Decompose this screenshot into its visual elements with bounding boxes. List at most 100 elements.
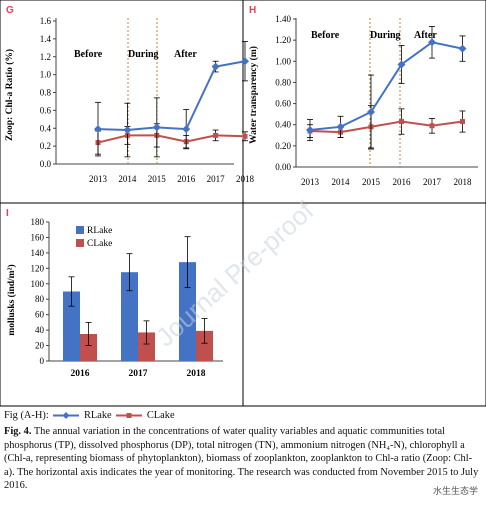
- rlake-point: [241, 57, 249, 66]
- ytick-label: 0.0: [40, 159, 52, 169]
- panel-g: G Zoop: Chl-a Ratio (%) 0.0 0.2 0.4 0.6 0.8 1…: [4, 5, 255, 184]
- ytick-label: 0.6: [40, 105, 52, 115]
- xtick-label: 2016: [393, 177, 412, 187]
- xtick-label: 2015: [362, 177, 381, 187]
- ytick-label: 40: [35, 325, 45, 335]
- ytick-label: 1.6: [40, 16, 52, 26]
- ytick-label: 1.2: [40, 52, 51, 62]
- xtick-label: 2013: [301, 177, 320, 187]
- wechat-watermark: 水生生态学: [432, 487, 478, 497]
- ytick-label: 160: [31, 232, 45, 242]
- panel-g-yticks: 0.0 0.2 0.4 0.6 0.8 1.0 1.2 1.4 1.6: [40, 16, 56, 169]
- panel-i-bars: [63, 236, 213, 361]
- ytick-label: 140: [31, 248, 45, 258]
- ytick-label: 60: [35, 310, 45, 320]
- xtick-label: 2014: [332, 177, 351, 187]
- rlake-point: [428, 38, 436, 47]
- panel-h-during-label: During: [370, 30, 401, 41]
- ytick-label: 1.00: [275, 56, 291, 66]
- rlake-point: [306, 126, 314, 134]
- panel-g-letter: G: [6, 5, 14, 16]
- ytick-label: 120: [31, 263, 45, 273]
- xtick-label: 2015: [148, 174, 167, 184]
- ytick-label: 0.00: [275, 162, 291, 172]
- caption-label: Fig. 4.: [4, 426, 32, 437]
- clake-point: [429, 123, 435, 129]
- clake-series-line: [97, 134, 246, 144]
- clake-point: [213, 132, 219, 138]
- rlake-point: [458, 44, 467, 53]
- clake-line-marker-icon: [116, 413, 143, 419]
- panel-i: I mollusks (ind/m²) 0 20 40 60 80 100 120 140 16…: [6, 208, 223, 379]
- xtick-label: 2017: [423, 177, 442, 187]
- xtick-label: 2013: [89, 174, 108, 184]
- empty-panel-frame: [242, 202, 486, 407]
- ytick-label: 1.0: [40, 70, 52, 80]
- ytick-label: 0.80: [275, 77, 291, 87]
- clake-point: [399, 119, 404, 125]
- rlake-point: [152, 123, 161, 132]
- panel-i-ylabel: mollusks (ind/m²): [6, 264, 17, 335]
- panel-g-during-label: During: [128, 49, 159, 60]
- rlake-point: [397, 60, 406, 69]
- panel-i-letter: I: [6, 208, 9, 219]
- ytick-label: 0.20: [275, 141, 291, 151]
- clake-bar: [196, 330, 213, 361]
- panel-g-after-label: After: [174, 49, 197, 60]
- ytick-label: 1.4: [40, 34, 52, 44]
- ytick-label: 1.40: [275, 14, 291, 24]
- ytick-label: 0.4: [40, 123, 52, 133]
- legend-clake-swatch: [76, 239, 84, 247]
- ytick-label: 0.2: [40, 141, 51, 151]
- clake-bar: [80, 333, 97, 361]
- panel-i-yticks: 0 20 40 60 80 100 120 140 160 180: [31, 217, 49, 366]
- xtick-label: 2017: [207, 174, 226, 184]
- panel-g-ylabel: Zoop: Chl-a Ratio (%): [4, 49, 15, 141]
- rlake-point: [336, 122, 345, 131]
- figure-caption: Fig. 4. The annual variation in the conc…: [4, 425, 482, 493]
- ytick-label: 0.8: [40, 88, 52, 98]
- rlake-bar: [121, 272, 138, 361]
- rlake-point: [123, 126, 132, 135]
- legend-line-prefix: Fig (A-H):: [4, 410, 49, 421]
- clake-point: [242, 133, 248, 139]
- rlake-bar: [63, 291, 80, 361]
- xtick-label: 2018: [187, 369, 206, 379]
- rlake-point: [182, 125, 191, 134]
- panel-h-xticks: 2013 2014 2015 2016 2017 2018: [301, 177, 472, 187]
- rlake-point: [94, 125, 102, 134]
- clake-series-line: [309, 120, 463, 134]
- ytick-label: 0.40: [275, 120, 291, 130]
- panel-h-after-label: After: [414, 30, 437, 41]
- panel-h-letter: H: [249, 5, 256, 16]
- panel-h-yticks: 0.00 0.20 0.40 0.60 0.80 1.00 1.20 1.40: [275, 14, 296, 172]
- legend-rlake-swatch: [76, 226, 84, 234]
- legend-line-clake: CLake: [146, 410, 175, 421]
- panel-g-before-label: Before: [74, 49, 103, 60]
- rlake-point: [367, 108, 375, 117]
- rlake-series-line: [309, 41, 463, 131]
- ytick-label: 80: [35, 294, 45, 304]
- legend-clake-label: CLake: [87, 239, 112, 249]
- legend-rlake-label: RLake: [87, 226, 112, 236]
- xtick-label: 2018: [236, 174, 255, 184]
- ytick-label: 100: [31, 279, 45, 289]
- xtick-label: 2017: [129, 369, 148, 379]
- rlake-bar: [179, 262, 196, 361]
- xtick-label: 2016: [177, 174, 196, 184]
- ytick-label: 1.20: [275, 35, 291, 45]
- panel-h-series: [306, 25, 467, 150]
- rlake-line-marker-icon: [53, 412, 80, 420]
- panel-h-ylabel: Water transparency (m): [248, 46, 259, 144]
- clake-bar: [138, 332, 155, 361]
- panel-g-frame: [0, 0, 244, 204]
- panel-g-xticks: 2013 2014 2015 2016 2017 2018: [89, 174, 255, 184]
- xtick-label: 2016: [71, 369, 90, 379]
- ytick-label: 0.60: [275, 99, 291, 109]
- panel-i-xticks: 2016 2017 2018: [71, 369, 206, 379]
- panel-h: H Water transparency (m) 0.00 0.20 0.40 0.6…: [248, 5, 478, 187]
- figure-panels: G Zoop: Chl-a Ratio (%) 0.0 0.2 0.4 0.6 0.8 1…: [0, 0, 486, 407]
- rlake-point: [211, 62, 220, 71]
- rlake-series-line: [97, 60, 246, 132]
- clake-point: [460, 119, 465, 125]
